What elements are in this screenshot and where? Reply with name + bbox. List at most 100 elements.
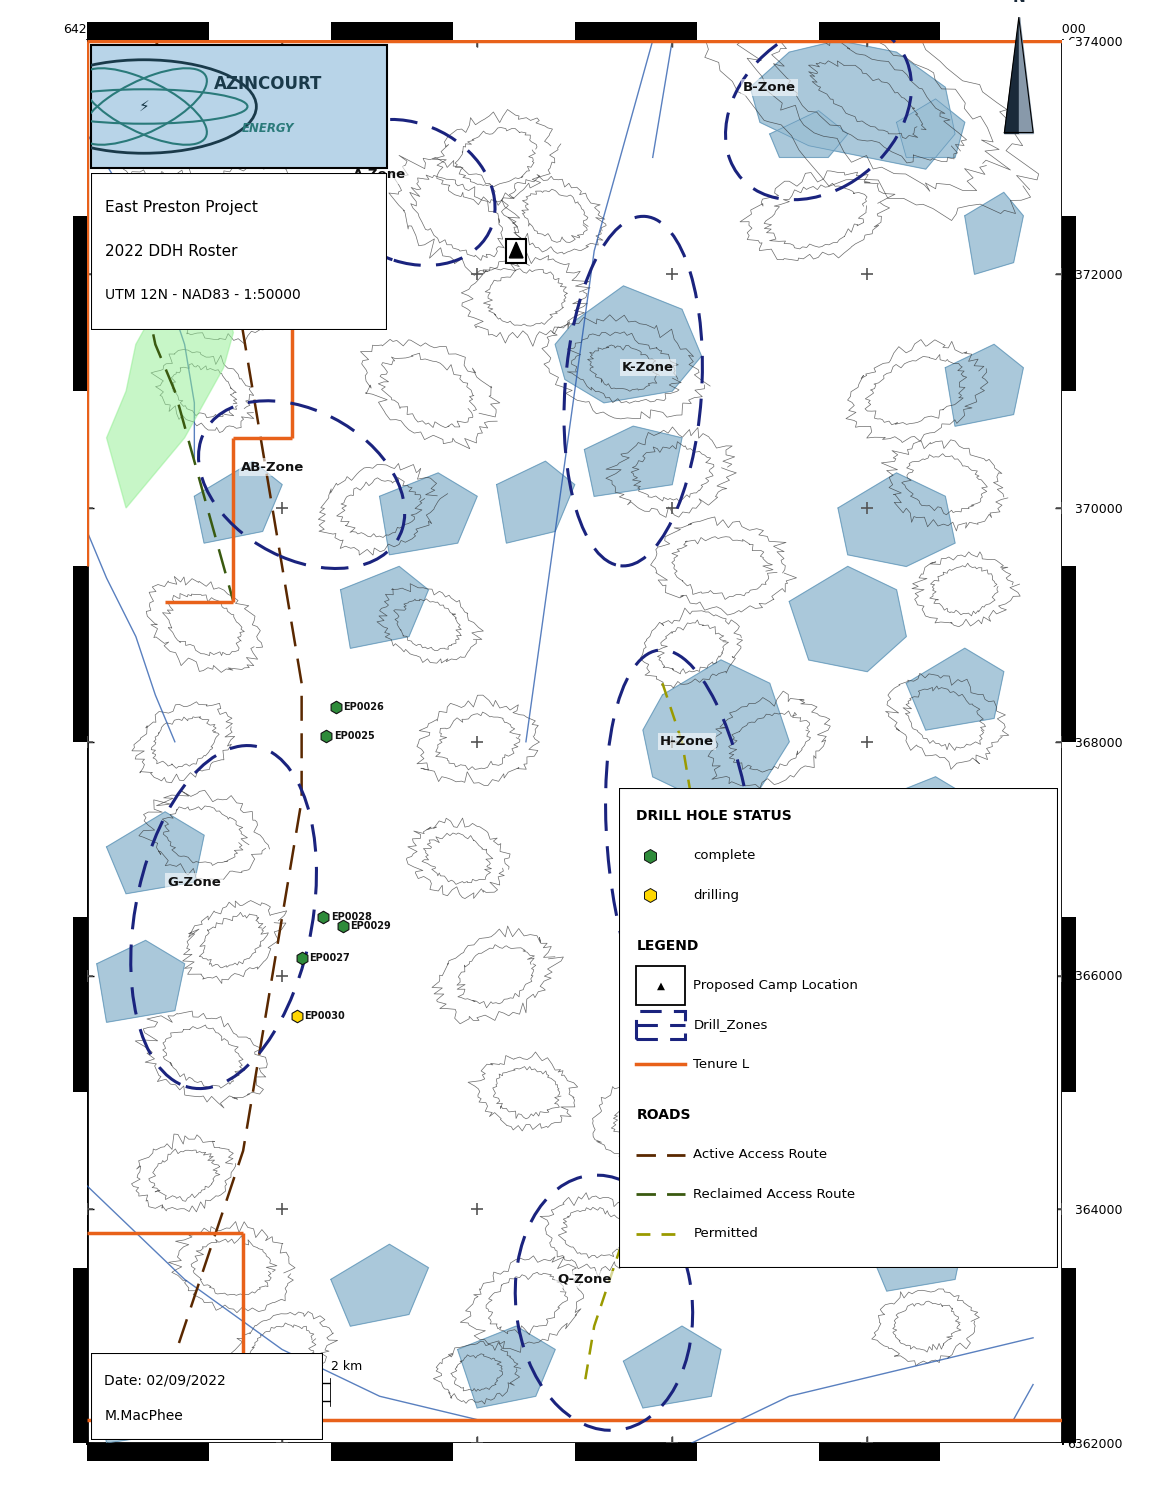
Text: DRILL HOLE STATUS: DRILL HOLE STATUS [636, 810, 792, 824]
Polygon shape [340, 567, 428, 648]
Text: EP0026: EP0026 [344, 702, 384, 711]
Bar [506, 238, 526, 262]
Polygon shape [789, 567, 907, 672]
Text: ⚡: ⚡ [138, 99, 150, 114]
Bar [1062, 567, 1076, 741]
Polygon shape [331, 1245, 428, 1326]
Polygon shape [107, 274, 233, 508]
Text: ROADS: ROADS [636, 1108, 691, 1122]
Polygon shape [887, 1080, 985, 1162]
Text: G-Zone: G-Zone [167, 876, 222, 888]
Polygon shape [838, 472, 956, 567]
Bar [331, 1443, 453, 1461]
Bar [73, 741, 87, 916]
Polygon shape [965, 192, 1023, 274]
Text: Drill_Zones: Drill_Zones [693, 1019, 767, 1032]
Bar [1062, 392, 1076, 567]
Bar [73, 40, 87, 216]
Polygon shape [107, 812, 204, 894]
Text: EP0025: EP0025 [334, 730, 375, 741]
Bar [1062, 916, 1076, 1092]
Text: LEGEND: LEGEND [636, 939, 699, 952]
Bar [819, 22, 940, 40]
Polygon shape [945, 345, 1023, 426]
Text: Active Access Route: Active Access Route [693, 1149, 828, 1161]
Text: 2 km: 2 km [331, 1360, 362, 1372]
Text: Reclaimed Access Route: Reclaimed Access Route [693, 1188, 856, 1200]
Polygon shape [1019, 18, 1033, 132]
Polygon shape [750, 40, 956, 170]
Bar [73, 567, 87, 741]
Bar [453, 22, 575, 40]
Bar [1062, 40, 1076, 216]
Text: EP0027: EP0027 [310, 952, 351, 963]
Polygon shape [380, 472, 477, 555]
Bar [331, 22, 453, 40]
Text: UTM 12N - NAD83 - 1:50000: UTM 12N - NAD83 - 1:50000 [106, 288, 301, 303]
Bar [73, 1268, 87, 1443]
Polygon shape [497, 462, 575, 543]
Text: Permitted: Permitted [693, 1227, 758, 1240]
Bar [697, 1443, 819, 1461]
Text: drilling: drilling [693, 888, 740, 902]
Bar [575, 1443, 697, 1461]
Text: 2022 DDH Roster: 2022 DDH Roster [106, 243, 238, 258]
Bar [940, 1443, 1062, 1461]
Bar [110, 1383, 221, 1401]
Bar [87, 22, 209, 40]
Polygon shape [555, 286, 701, 404]
Polygon shape [907, 648, 1004, 730]
Bar [1062, 1092, 1076, 1268]
Bar [73, 916, 87, 1092]
Bar [1062, 741, 1076, 916]
Text: complete: complete [693, 849, 756, 862]
Text: AB-Zone: AB-Zone [240, 460, 304, 474]
Text: A-Zone: A-Zone [353, 168, 406, 182]
Polygon shape [643, 660, 789, 800]
Polygon shape [194, 462, 282, 543]
Text: K-Zone: K-Zone [622, 362, 673, 375]
Bar [940, 22, 1062, 40]
Text: M.MacPhee: M.MacPhee [104, 1408, 183, 1422]
Bar [636, 1011, 685, 1040]
Text: Date: 02/09/2022: Date: 02/09/2022 [104, 1374, 226, 1388]
Bar [221, 1383, 331, 1401]
Text: East Preston Project: East Preston Project [106, 200, 258, 214]
Polygon shape [896, 99, 965, 158]
Text: ▲: ▲ [656, 981, 664, 990]
Text: B-Zone: B-Zone [743, 81, 796, 93]
Bar [636, 966, 685, 1005]
Text: Tenure L: Tenure L [693, 1058, 750, 1071]
Text: AZINCOURT: AZINCOURT [214, 75, 323, 93]
Text: H-Zone: H-Zone [659, 735, 714, 748]
Polygon shape [867, 1209, 965, 1292]
Polygon shape [96, 1360, 194, 1443]
Bar [73, 392, 87, 567]
Text: Q-Zone: Q-Zone [557, 1274, 612, 1286]
Bar [73, 1092, 87, 1268]
Bar [209, 1443, 331, 1461]
Bar [1062, 216, 1076, 392]
Polygon shape [510, 242, 522, 258]
Polygon shape [584, 426, 682, 496]
Bar [73, 216, 87, 392]
Polygon shape [623, 1326, 721, 1408]
Text: 0: 0 [107, 1360, 114, 1372]
Polygon shape [457, 1326, 555, 1408]
Text: N: N [1012, 0, 1025, 4]
Polygon shape [1004, 18, 1019, 132]
Text: EP0029: EP0029 [351, 921, 391, 932]
Text: ENERGY: ENERGY [241, 122, 295, 135]
Bar [575, 22, 697, 40]
Bar [453, 1443, 575, 1461]
Polygon shape [877, 777, 974, 870]
Bar [819, 1443, 940, 1461]
Bar [1062, 1268, 1076, 1443]
Text: Proposed Camp Location: Proposed Camp Location [693, 980, 858, 992]
Polygon shape [770, 111, 848, 158]
Polygon shape [96, 940, 185, 1023]
Text: EP0028: EP0028 [331, 912, 372, 922]
Text: 1: 1 [161, 1360, 170, 1372]
Bar [209, 22, 331, 40]
Bar [87, 1443, 209, 1461]
